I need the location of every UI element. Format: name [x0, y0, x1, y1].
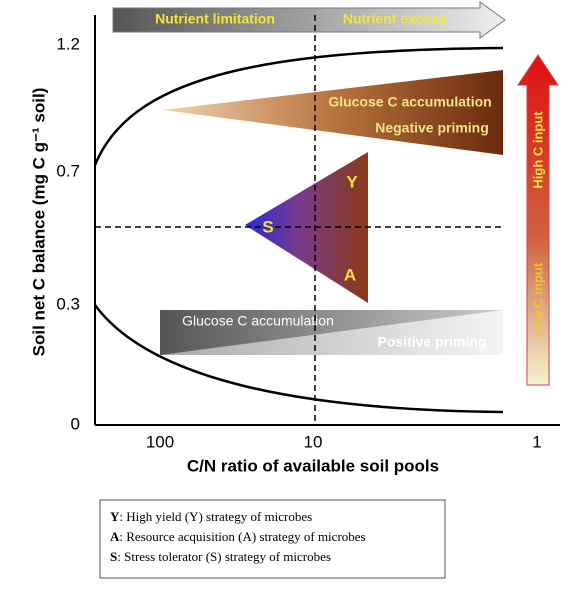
upper-curve — [93, 46, 504, 166]
y-tick-label: 0 — [71, 414, 80, 433]
y-axis-title: Soil net C balance (mg C g⁻¹ soil) — [29, 88, 48, 357]
side-arrow — [517, 54, 559, 386]
arrow-label: Nutrient excess — [343, 11, 447, 27]
lower-curve — [93, 304, 504, 414]
legend-text: : Stress tolerator (S) strategy of micro… — [117, 549, 331, 564]
y-tick-label: 0.7 — [56, 161, 80, 180]
legend-text: : High yield (Y) strategy of microbes — [119, 509, 312, 524]
legend-entry: Y: High yield (Y) strategy of microbes — [110, 509, 312, 524]
upper-wedge — [163, 70, 503, 155]
legend-entry: S: Stress tolerator (S) strategy of micr… — [110, 549, 331, 564]
y-tick-label: 1.2 — [56, 34, 80, 53]
legend-key: S — [110, 549, 117, 564]
x-axis-title: C/N ratio of available soil pools — [187, 456, 439, 475]
legend-text: : Resource acquisition (A) strategy of m… — [119, 529, 365, 544]
legend-entry: A: Resource acquisition (A) strategy of … — [110, 529, 366, 544]
x-tick-label: 10 — [304, 432, 323, 451]
legend-key: A — [110, 529, 120, 544]
y-tick-label: 0.3 — [56, 294, 80, 313]
legend-key: Y — [110, 509, 120, 524]
arrow-label: Nutrient limitation — [155, 11, 275, 27]
triangle-label: Y — [346, 172, 358, 191]
x-tick-label: 100 — [146, 432, 174, 451]
lower-wedge — [160, 310, 503, 355]
side-label: High C input — [530, 111, 545, 189]
legend-box — [99, 499, 446, 579]
x-tick-label: 1 — [532, 432, 541, 451]
wedge-label: Glucose C accumulation — [182, 313, 334, 329]
wedge-label: Positive priming — [378, 334, 487, 350]
triangle-label: A — [344, 265, 356, 284]
wedge-label: Negative priming — [375, 120, 489, 136]
triangle-label: S — [262, 217, 273, 236]
side-label: Low C input — [530, 262, 545, 337]
wedge-label: Glucose C accumulation — [328, 94, 491, 110]
top-arrow — [112, 1, 506, 39]
